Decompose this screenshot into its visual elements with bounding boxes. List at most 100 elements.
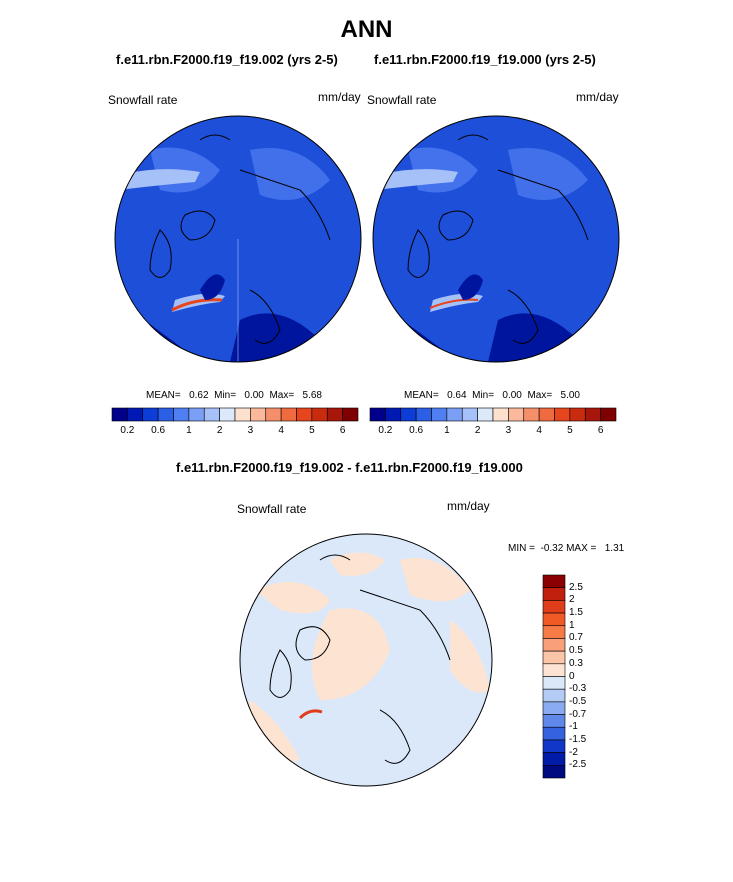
colorbar-tick-label: 0.6 bbox=[151, 425, 166, 436]
panel2-min-label: Min= bbox=[472, 390, 495, 401]
panel2-stats: MEAN= 0.64 Min= 0.00 Max= 5.00 bbox=[404, 390, 580, 401]
colorbar-swatch bbox=[542, 625, 566, 639]
diff-stats: MIN = -0.32 MAX = 1.31 bbox=[508, 543, 624, 554]
colorbar-tick-label: 1 bbox=[569, 619, 575, 631]
panel2-map-border bbox=[372, 115, 620, 363]
colorbar-tick-label: 2 bbox=[474, 425, 481, 436]
colorbar-swatch bbox=[542, 663, 566, 677]
panel1-stats: MEAN= 0.62 Min= 0.00 Max= 5.68 bbox=[146, 390, 322, 401]
colorbar-tick-label: 4 bbox=[278, 425, 284, 436]
colorbar-swatch bbox=[385, 407, 402, 422]
colorbar-tick-label: -0.5 bbox=[569, 695, 587, 707]
colorbar-swatch bbox=[542, 714, 566, 728]
diff-map-border bbox=[239, 533, 493, 787]
colorbar-swatch bbox=[600, 407, 617, 422]
colorbar-swatch bbox=[461, 407, 478, 422]
colorbar-swatch bbox=[477, 407, 494, 422]
panel1-map-border bbox=[114, 115, 362, 363]
panel1-min-label: Min= bbox=[214, 390, 237, 401]
panel2-max-value: 5.00 bbox=[560, 390, 580, 401]
panel2-mean-label: MEAN= bbox=[404, 390, 439, 401]
colorbar-tick-label: 6 bbox=[597, 425, 604, 436]
colorbar-tick-label: -0.3 bbox=[569, 683, 587, 695]
colorbar-tick-label: 2 bbox=[216, 425, 223, 436]
diff-max-value: 1.31 bbox=[604, 543, 625, 554]
colorbar-tick-label: 4 bbox=[536, 425, 542, 436]
panel2-colorbar bbox=[369, 407, 617, 422]
panel1-min-value: 0.00 bbox=[244, 390, 264, 401]
diff-min-value: -0.32 bbox=[540, 543, 564, 554]
colorbar-tick-label: 1 bbox=[444, 425, 450, 436]
colorbar-tick-label: -2.5 bbox=[569, 759, 587, 771]
colorbar-swatch bbox=[523, 407, 540, 422]
colorbar-tick-label: 0.3 bbox=[569, 657, 583, 669]
colorbar-swatch bbox=[542, 650, 566, 665]
colorbar-swatch bbox=[542, 765, 566, 779]
diff-variable-label: Snowfall rate bbox=[237, 502, 307, 516]
colorbar-tick-label: 5 bbox=[567, 425, 573, 436]
panel1-polar-map bbox=[115, 116, 361, 362]
colorbar-swatch bbox=[311, 407, 328, 422]
colorbar-tick-label: -1 bbox=[569, 721, 578, 733]
diff-title: f.e11.rbn.F2000.f19_f19.002 - f.e11.rbn.… bbox=[176, 460, 523, 475]
diff-units-label: mm/day bbox=[447, 499, 490, 513]
diff-max-label: MAX = bbox=[566, 543, 597, 554]
colorbar-swatch bbox=[369, 407, 386, 422]
colorbar-tick-label: 1.5 bbox=[569, 607, 583, 619]
colorbar-swatch bbox=[542, 676, 566, 690]
colorbar-swatch bbox=[415, 407, 432, 422]
colorbar-swatch bbox=[234, 407, 251, 422]
colorbar-swatch bbox=[542, 587, 566, 601]
panel2-variable-label: Snowfall rate bbox=[367, 93, 437, 107]
colorbar-swatch bbox=[492, 407, 509, 422]
colorbar-swatch bbox=[188, 407, 205, 422]
colorbar-swatch bbox=[111, 407, 128, 422]
panel2-mean-value: 0.64 bbox=[447, 390, 467, 401]
colorbar-swatch bbox=[446, 407, 463, 422]
panel1-mean-label: MEAN= bbox=[146, 390, 181, 401]
colorbar-tick-label: 0.2 bbox=[120, 425, 135, 436]
colorbar-swatch bbox=[142, 407, 159, 422]
panel1-colorbar bbox=[111, 407, 359, 422]
colorbar-tick-label: 0 bbox=[569, 670, 575, 682]
panel1-max-value: 5.68 bbox=[302, 390, 322, 401]
colorbar-swatch bbox=[542, 752, 566, 766]
panel1-units-label: mm/day bbox=[318, 90, 361, 104]
colorbar-swatch bbox=[296, 407, 313, 422]
colorbar-swatch bbox=[542, 612, 566, 627]
colorbar-swatch bbox=[554, 407, 571, 422]
panel1-case-title: f.e11.rbn.F2000.f19_f19.002 (yrs 2-5) bbox=[116, 52, 338, 67]
colorbar-tick-label: 0.5 bbox=[569, 645, 583, 657]
panel1-mean-value: 0.62 bbox=[189, 390, 209, 401]
colorbar-swatch bbox=[400, 407, 417, 422]
panel2-max-label: Max= bbox=[527, 390, 553, 401]
colorbar-swatch bbox=[542, 600, 566, 614]
panel2-case-title: f.e11.rbn.F2000.f19_f19.000 (yrs 2-5) bbox=[374, 52, 596, 67]
colorbar-swatch bbox=[173, 407, 190, 422]
diff-min-label: MIN = bbox=[508, 543, 535, 554]
panel2-units-label: mm/day bbox=[576, 90, 619, 104]
colorbar-swatch bbox=[265, 407, 282, 422]
colorbar-tick-label: 0.2 bbox=[378, 425, 393, 436]
colorbar-swatch bbox=[280, 407, 297, 422]
colorbar-swatch bbox=[542, 726, 566, 741]
diff-polar-map bbox=[240, 534, 492, 786]
colorbar-swatch bbox=[157, 407, 174, 422]
panel2-min-value: 0.00 bbox=[502, 390, 522, 401]
colorbar-tick-label: 1 bbox=[186, 425, 192, 436]
colorbar-tick-label: 2.5 bbox=[569, 581, 583, 593]
colorbar-swatch bbox=[326, 407, 343, 422]
colorbar-tick-label: 0.6 bbox=[409, 425, 424, 436]
colorbar-swatch bbox=[569, 407, 586, 422]
colorbar-swatch bbox=[542, 638, 566, 652]
colorbar-swatch bbox=[542, 701, 566, 715]
colorbar-swatch bbox=[508, 407, 525, 422]
colorbar-tick-label: 6 bbox=[339, 425, 346, 436]
colorbar-tick-label: 0.7 bbox=[569, 632, 583, 644]
colorbar-tick-label: 3 bbox=[247, 425, 254, 436]
colorbar-swatch bbox=[584, 407, 601, 422]
colorbar-swatch bbox=[542, 574, 566, 588]
colorbar-swatch bbox=[219, 407, 236, 422]
page-title: ANN bbox=[340, 16, 393, 43]
